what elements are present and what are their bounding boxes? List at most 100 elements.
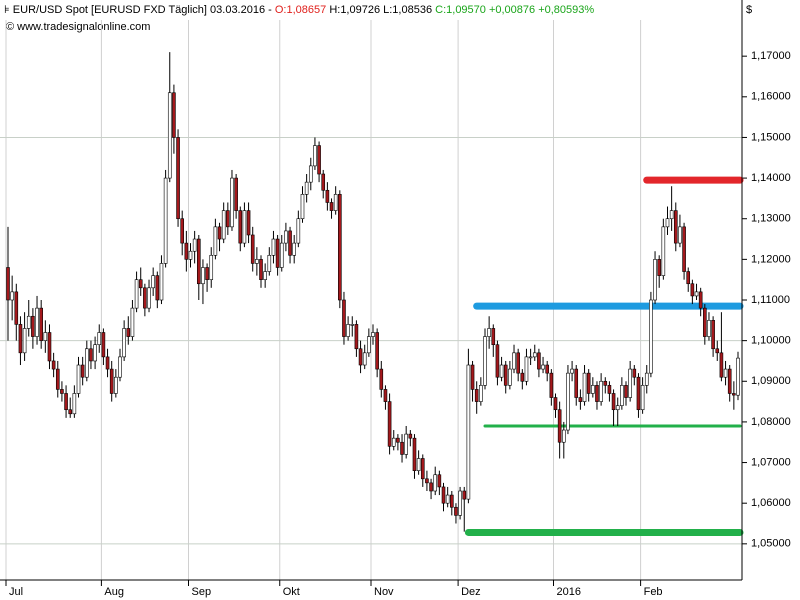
candle-body: [172, 92, 176, 138]
candle-body: [686, 271, 691, 285]
candle-body: [636, 376, 641, 411]
candle-body: [14, 291, 19, 325]
candle-body: [591, 385, 595, 394]
candle-body: [101, 332, 106, 358]
candle-body: [338, 194, 342, 301]
candle-body: [226, 210, 230, 228]
candle-body: [408, 433, 413, 439]
candle-body: [682, 226, 686, 272]
candle-body: [213, 226, 218, 256]
candle-body: [512, 352, 516, 370]
candle-body: [391, 437, 396, 447]
candle-body: [586, 372, 591, 394]
candle-body: [566, 372, 570, 431]
candle-body: [76, 364, 81, 394]
y-axis-label: $: [746, 4, 752, 16]
candle-body: [134, 279, 139, 309]
candle-body: [85, 348, 89, 378]
x-tick-label: Feb: [644, 586, 663, 598]
candle-body: [723, 368, 728, 378]
candle-body: [138, 279, 143, 289]
y-tick-label: 1,15000: [751, 131, 791, 143]
candle-body: [375, 332, 379, 370]
candle-body: [603, 380, 608, 386]
candle-body: [333, 194, 338, 211]
candle-body: [118, 356, 122, 378]
candle-body: [487, 328, 491, 337]
candle-body: [690, 283, 695, 297]
candle-body: [624, 385, 628, 398]
candle-body: [180, 218, 185, 244]
candle-body: [653, 259, 657, 301]
candle-body: [55, 368, 60, 390]
candle-body: [396, 437, 400, 443]
candle-body: [474, 389, 479, 402]
y-tick-label: 1,05000: [751, 538, 791, 550]
candle-body: [292, 242, 296, 256]
candle-body: [570, 368, 574, 374]
candle-body: [80, 364, 85, 378]
candle-body: [143, 287, 147, 309]
candle-body: [47, 332, 52, 362]
candle-body: [599, 380, 603, 402]
candle-body: [719, 352, 724, 378]
candle-body: [499, 364, 504, 378]
candle-body: [230, 177, 234, 228]
candle-body: [109, 368, 114, 394]
candle-body: [10, 291, 14, 301]
candle-body: [698, 291, 703, 309]
candle-body: [644, 372, 649, 386]
y-tick-label: 1,07000: [751, 456, 791, 468]
candle-body: [346, 324, 350, 337]
header-high-low: H:1,09726 L:1,08536: [329, 4, 432, 16]
plot: Jul Aug Sep Okt Nov Dez 2016 Feb 1,05000 1,06000 1…: [0, 20, 791, 598]
candle-body: [615, 405, 620, 411]
candle-body: [358, 348, 363, 366]
candle-body: [707, 320, 711, 337]
candle-body: [404, 433, 408, 455]
candle-body: [445, 494, 450, 504]
candle-body: [736, 357, 740, 396]
candle-body: [657, 259, 661, 276]
candle-body: [147, 287, 151, 309]
candle-body: [371, 332, 375, 337]
x-tick-label: Aug: [104, 586, 124, 598]
candle-body: [296, 218, 301, 244]
y-tick-label: 1,12000: [751, 253, 791, 265]
candle-body: [458, 490, 462, 516]
candle-body: [495, 344, 500, 378]
candle-body: [574, 368, 579, 398]
candle-body: [313, 145, 317, 167]
candle-body: [97, 332, 102, 346]
y-tick-label: 1,08000: [751, 416, 791, 428]
candle-body: [255, 259, 259, 264]
candle-body: [673, 210, 678, 244]
candle-body: [196, 238, 201, 285]
candle-body: [209, 254, 214, 280]
candle-body: [412, 437, 417, 471]
candle-body: [400, 441, 404, 455]
x-tick-label: Jul: [9, 586, 23, 598]
candle-body: [304, 181, 309, 195]
candle-body: [263, 271, 267, 280]
candle-body: [578, 397, 583, 402]
candle-body: [715, 348, 720, 354]
candle-body: [246, 210, 251, 236]
candle-body: [470, 364, 475, 390]
candle-body: [387, 401, 392, 447]
header: ⊧ EUR/USD Spot [EURUSD FXD Täglich] 03.0…: [4, 4, 594, 16]
candle-body: [279, 242, 284, 268]
header-open: O:1,08657: [275, 4, 326, 16]
candle-body: [537, 352, 541, 370]
x-tick-label: Nov: [374, 586, 394, 598]
candle-body: [520, 372, 525, 382]
candle-body: [192, 238, 197, 252]
candle-body: [649, 299, 653, 374]
candle-body: [553, 397, 558, 411]
candle-body: [64, 393, 68, 411]
candle-body: [26, 315, 31, 329]
candle-body: [429, 482, 433, 492]
x-tick-label: 2016: [557, 586, 581, 598]
candle-body: [114, 376, 118, 394]
